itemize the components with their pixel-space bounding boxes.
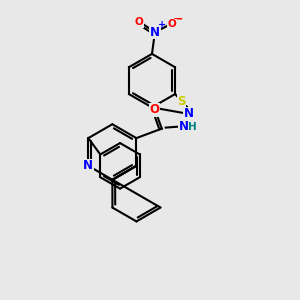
Text: S: S	[177, 95, 186, 108]
Text: −: −	[172, 13, 183, 26]
Text: N: N	[178, 120, 189, 133]
Text: O: O	[135, 17, 143, 27]
Text: H: H	[188, 122, 197, 132]
Text: O: O	[167, 19, 176, 29]
Text: O: O	[150, 103, 160, 116]
Text: N: N	[150, 26, 160, 39]
Text: +: +	[158, 20, 166, 30]
Text: N: N	[83, 159, 93, 172]
Text: N: N	[184, 107, 194, 120]
